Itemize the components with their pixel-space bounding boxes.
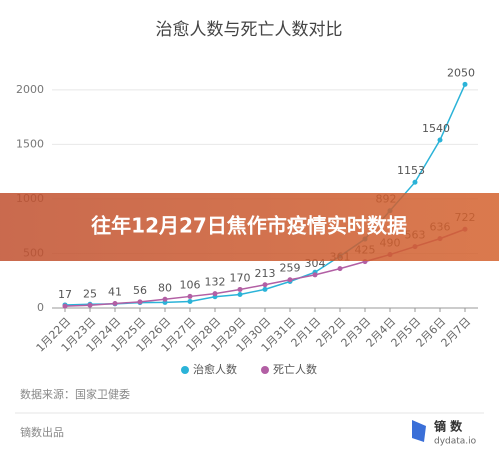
point: [312, 272, 318, 278]
point: [112, 301, 118, 307]
data-label: 25: [83, 287, 97, 300]
y-tick-label: 0: [37, 301, 44, 314]
logo-icon: [412, 420, 426, 442]
credit: 镝数出品: [20, 425, 64, 439]
point: [162, 296, 168, 302]
banner: [0, 193, 499, 261]
legend-label: 治愈人数: [193, 362, 237, 376]
data-label: 213: [255, 267, 276, 280]
point: [287, 277, 293, 283]
data-label: 132: [205, 276, 226, 289]
chart-title: 治愈人数与死亡人数对比: [156, 20, 343, 40]
y-tick-label: 1500: [16, 137, 44, 150]
point: [262, 286, 268, 292]
data-label: 17: [58, 288, 72, 301]
point: [137, 299, 143, 305]
data-label: 56: [133, 284, 147, 297]
point: [237, 286, 243, 292]
logo-name: 镝 数: [434, 419, 463, 434]
point: [87, 302, 93, 308]
data-label: 170: [230, 271, 251, 284]
data-label: 2050: [447, 66, 475, 79]
legend-label: 死亡人数: [273, 362, 317, 376]
point: [187, 298, 193, 304]
point: [262, 282, 268, 288]
point: [337, 266, 343, 272]
banner-text: 往年12月27日焦作市疫情实时数据: [91, 214, 407, 238]
data-label: 1153: [397, 164, 425, 177]
point: [462, 81, 468, 87]
point: [212, 291, 218, 297]
data-label: 41: [108, 286, 122, 299]
point: [237, 291, 243, 297]
legend-marker: [261, 366, 269, 374]
point: [62, 303, 68, 309]
point: [187, 293, 193, 299]
source: 数据来源：国家卫健委: [20, 387, 130, 401]
legend-marker: [181, 366, 189, 374]
data-label: 80: [158, 281, 172, 294]
point: [437, 137, 443, 143]
y-tick-label: 2000: [16, 83, 44, 96]
data-label: 1540: [422, 122, 450, 135]
data-label: 106: [180, 278, 201, 291]
point: [412, 179, 418, 185]
data-label: 259: [280, 262, 301, 275]
logo-url: dydata.io: [434, 437, 477, 447]
